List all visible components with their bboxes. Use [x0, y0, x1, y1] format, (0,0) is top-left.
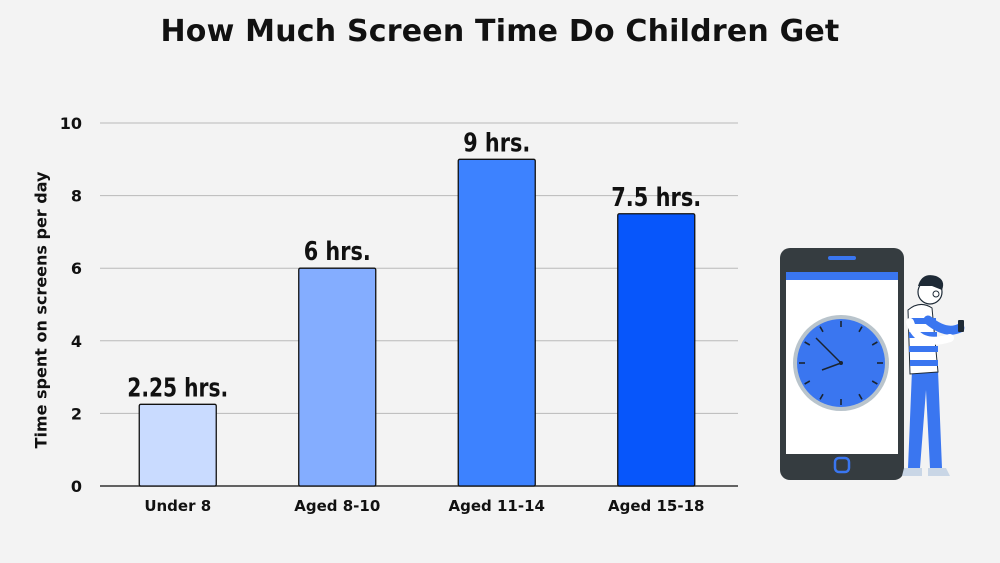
- x-tick-labels: Under 8 Aged 8-10 Aged 11-14 Aged 15-18: [144, 497, 704, 515]
- bar: [138, 403, 217, 487]
- clock-tick: [804, 341, 811, 346]
- y-tick-label: 8: [71, 187, 82, 206]
- clock-tick: [871, 341, 878, 346]
- y-tick-label: 10: [60, 114, 82, 133]
- phone-clock-person-illustration: [780, 248, 965, 480]
- data-labels: 2.25 hrs. 6 hrs. 9 hrs. 7.5 hrs.: [127, 128, 701, 403]
- y-tick-label: 6: [71, 259, 82, 278]
- y-tick-labels: 0 2 4 6 8 10: [60, 114, 82, 496]
- bar: [298, 267, 377, 487]
- data-label: 6 hrs.: [304, 237, 371, 267]
- bar: [457, 158, 536, 487]
- bar: [617, 213, 696, 487]
- clock-tick: [819, 393, 824, 400]
- phone-home-button: [833, 456, 851, 474]
- x-tick-label: Under 8: [144, 497, 211, 515]
- clock-tick: [871, 380, 878, 385]
- clock-tick: [858, 393, 863, 400]
- phone-speaker: [828, 256, 856, 260]
- x-tick-label: Aged 8-10: [294, 497, 380, 515]
- chart-title: How Much Screen Time Do Children Get: [160, 14, 840, 49]
- clock-tick: [804, 380, 811, 385]
- x-tick-label: Aged 11-14: [449, 497, 545, 515]
- clock-tick: [858, 326, 863, 333]
- data-label: 2.25 hrs.: [127, 373, 228, 403]
- y-tick-label: 0: [71, 477, 82, 496]
- phone-status-bar: [786, 272, 898, 280]
- clock-icon: [793, 315, 889, 411]
- data-label: 9 hrs.: [463, 128, 530, 158]
- data-label: 7.5 hrs.: [611, 183, 701, 213]
- clock-tick: [819, 326, 824, 333]
- x-tick-label: Aged 15-18: [608, 497, 704, 515]
- y-tick-label: 4: [71, 332, 82, 351]
- person-figure: [902, 275, 965, 476]
- y-tick-label: 2: [71, 404, 82, 423]
- bars: [138, 158, 696, 487]
